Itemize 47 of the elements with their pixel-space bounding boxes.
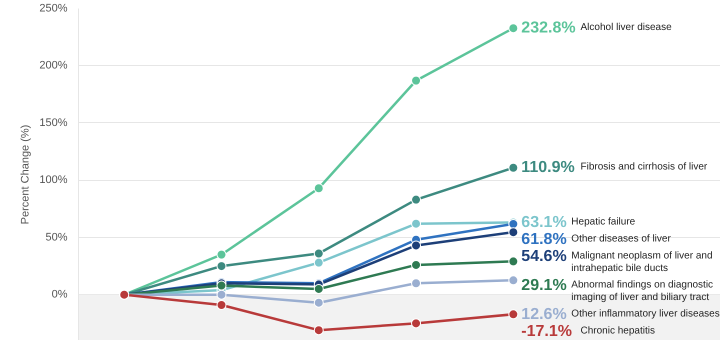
data-label: 61.8% <box>521 230 567 248</box>
y-axis-title: Percent Change (%) <box>19 124 32 224</box>
point <box>508 256 518 266</box>
point <box>411 260 422 270</box>
data-label: 63.1% <box>521 214 567 231</box>
point <box>216 261 226 272</box>
point <box>314 258 324 268</box>
point <box>508 227 518 238</box>
point <box>508 162 518 173</box>
point <box>314 248 324 258</box>
point <box>411 194 422 205</box>
y-tick-label: 0% <box>52 288 68 301</box>
point <box>216 300 226 310</box>
y-tick-label: 250% <box>39 2 68 14</box>
data-label: 29.1% <box>521 276 567 294</box>
text: Alcohol liver disease <box>580 22 672 34</box>
point <box>216 290 226 300</box>
point <box>508 275 518 286</box>
point <box>508 23 518 34</box>
y-tick-label: 100% <box>39 174 68 186</box>
point <box>314 183 324 194</box>
text: Other inflammatory liver diseases <box>571 308 720 320</box>
point <box>411 278 422 288</box>
y-tick-label: 50% <box>45 231 68 244</box>
point <box>216 280 226 291</box>
y-tick-label: 150% <box>39 116 68 129</box>
point <box>411 76 422 86</box>
data-label: 54.6% <box>521 248 567 265</box>
point <box>314 325 324 336</box>
data-label: 12.6% <box>521 306 567 323</box>
point <box>411 240 422 250</box>
point <box>411 218 422 229</box>
point <box>216 250 226 260</box>
text: Malignant neoplasm of liver and intrahepatic bile ducts <box>571 250 713 274</box>
point <box>314 298 324 308</box>
text: Hepatic failure <box>571 216 636 228</box>
point <box>411 318 422 328</box>
point <box>314 284 324 294</box>
y-tick-label: 200% <box>39 60 68 72</box>
data-label: 110.9% <box>521 159 575 176</box>
text: Other diseases of liver <box>571 233 672 244</box>
data-label: 232.8% <box>521 20 576 37</box>
text: Abnormal findings on diagnostic imaging of liver and biliary tract <box>571 279 714 304</box>
data-label: -17.1% <box>521 322 572 340</box>
text: Fibrosis and cirrhosis of liver <box>580 162 708 173</box>
point <box>508 309 518 320</box>
text: Chronic hepatitis <box>580 325 655 336</box>
